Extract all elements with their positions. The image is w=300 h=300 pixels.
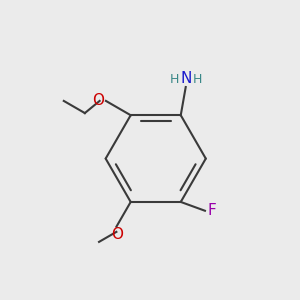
Text: O: O — [111, 227, 123, 242]
Text: N: N — [181, 70, 192, 86]
Text: H: H — [193, 73, 202, 85]
Text: H: H — [170, 73, 179, 85]
Text: F: F — [207, 203, 216, 218]
Text: O: O — [92, 93, 104, 108]
